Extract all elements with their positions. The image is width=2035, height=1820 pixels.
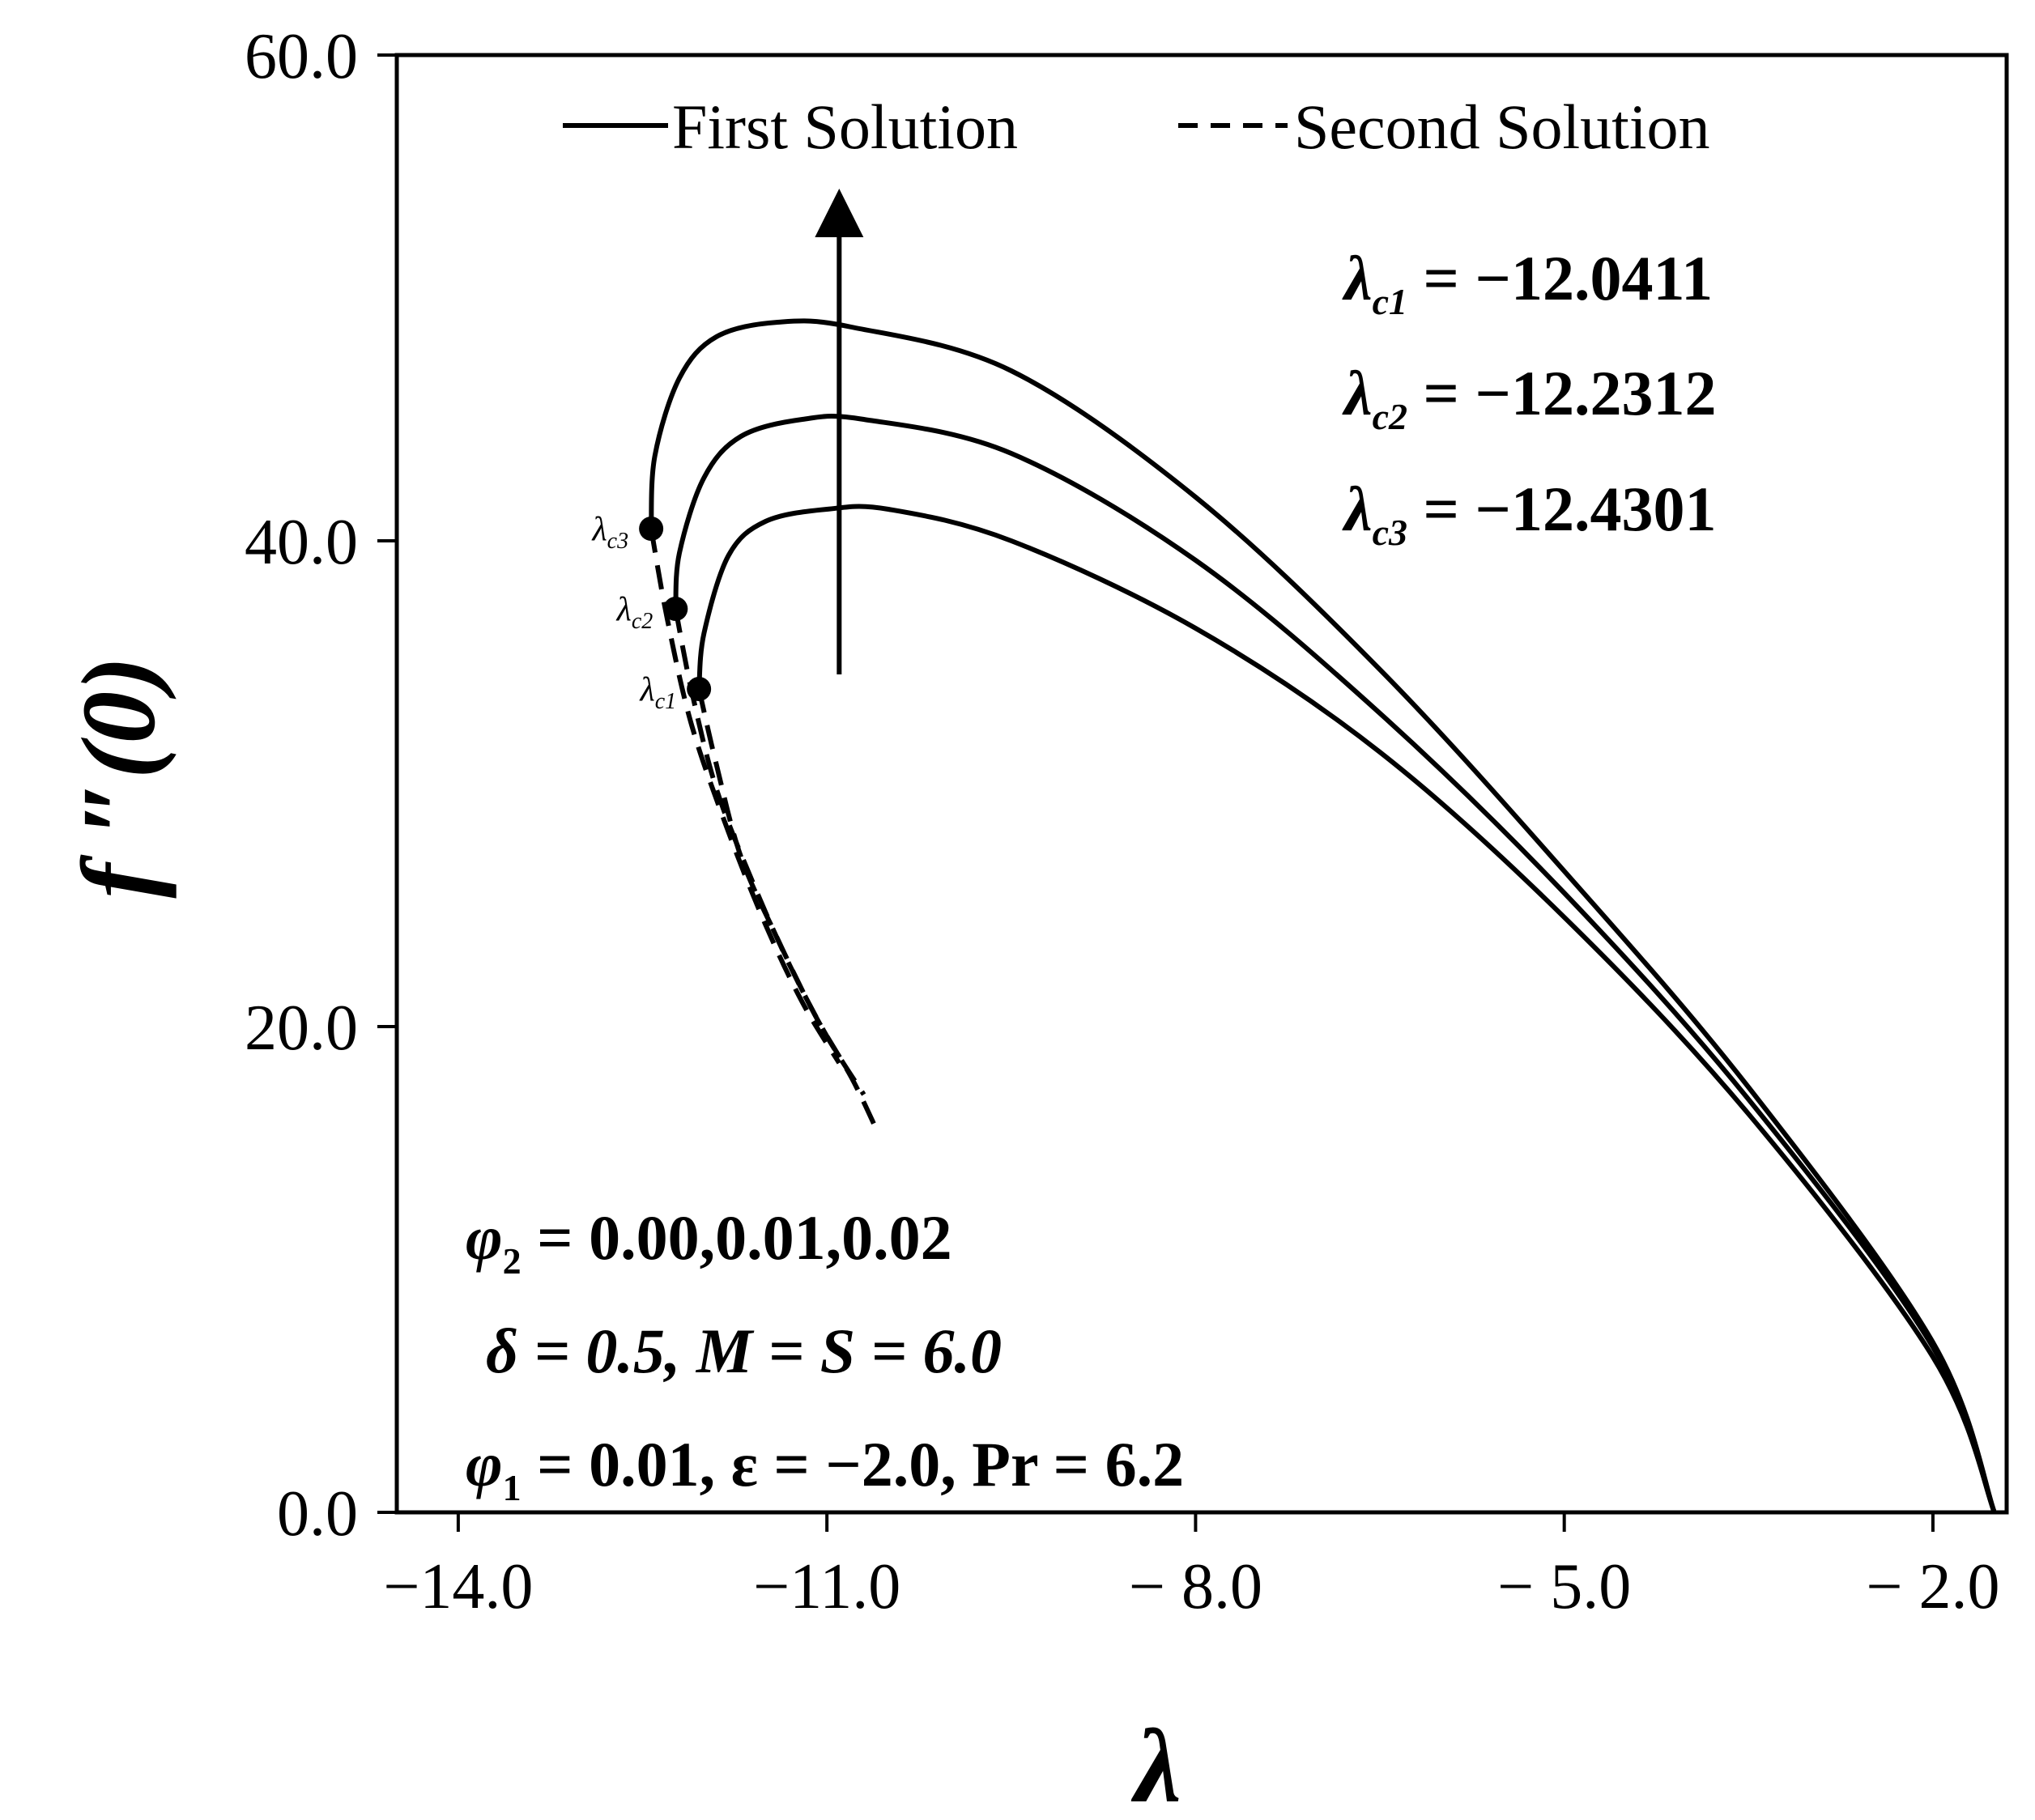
critical-points-layer: λc1 λc2 λc3 — [590, 511, 712, 714]
params-line-3: φ1 = 0.01, ε = −2.0, Pr = 6.2 — [466, 1429, 1184, 1508]
params-line-1-subscript: 2 — [503, 1240, 522, 1282]
series-line-5 — [649, 318, 1997, 1514]
critical-value-1: λc1 = −12.0411 — [1342, 243, 1713, 322]
y-axis-title: f ″(0) — [61, 656, 177, 898]
y-tick-label-4: 60.0 — [245, 21, 358, 92]
critical-value-1-text: = −12.0411 — [1407, 243, 1713, 313]
x-tick-label-1: −14.0 — [383, 1551, 533, 1622]
plot-frame — [394, 53, 2009, 1515]
x-tick-label-2: −11.0 — [753, 1551, 900, 1622]
critical-point-label-2: λc2 — [615, 591, 653, 634]
params-line-3-subscript: 1 — [503, 1467, 522, 1508]
critical-value-2-text: = −12.2312 — [1407, 358, 1716, 428]
legend-second-solution: Second Solution — [1294, 91, 1710, 162]
critical-value-1-subscript: c1 — [1373, 281, 1407, 322]
parameters-annotation: φ2 = 0.00,0.01,0.02 δ = 0.5, M = S = 6.0… — [466, 1202, 1184, 1508]
critical-value-3-subscript: c3 — [1373, 512, 1407, 553]
legend-first-solution: First Solution — [672, 91, 1018, 162]
series-line-2 — [696, 688, 879, 1130]
critical-value-3-text: = −12.4301 — [1407, 474, 1716, 544]
ticks-layer: −14.0 −11.0 − 8.0 − 5.0 − 2.0 0.0 20.0 40.0 60.0 — [245, 21, 2000, 1622]
critical-value-2-symbol: λ — [1342, 358, 1373, 428]
y-tick-label-2: 20.0 — [245, 993, 358, 1064]
params-line-1: φ2 = 0.00,0.01,0.02 — [466, 1202, 952, 1282]
series-line-1 — [696, 504, 1997, 1514]
params-line-1-symbol: φ — [466, 1202, 503, 1273]
params-line-3-text: = 0.01, ε = −2.0, Pr = 6.2 — [522, 1429, 1184, 1499]
series-layer — [649, 189, 1997, 1514]
params-line-2: δ = 0.5, M = S = 6.0 — [486, 1316, 1002, 1386]
x-axis-title: λ — [1130, 1708, 1181, 1816]
y-tick-label-3: 40.0 — [245, 507, 358, 578]
critical-value-3-symbol: λ — [1342, 474, 1373, 544]
critical-value-1-symbol: λ — [1342, 243, 1373, 313]
critical-point-3 — [639, 517, 664, 541]
critical-value-2-subscript: c2 — [1373, 396, 1407, 437]
y-tick-label-1: 0.0 — [277, 1478, 358, 1550]
critical-values-annotation: λc1 = −12.0411 λc2 = −12.2312 λc3 = −12.… — [1342, 243, 1716, 553]
x-tick-label-4: − 5.0 — [1497, 1551, 1631, 1622]
critical-point-1 — [687, 677, 712, 701]
critical-value-2: λc2 = −12.2312 — [1342, 358, 1716, 437]
critical-point-2 — [663, 597, 688, 621]
params-line-1-text: = 0.00,0.01,0.02 — [522, 1202, 952, 1273]
critical-point-label-1: λc1 — [639, 671, 677, 714]
x-tick-label-5: − 2.0 — [1866, 1551, 1999, 1622]
critical-point-label-3: λc3 — [590, 511, 628, 554]
series-line-3 — [673, 413, 1997, 1514]
critical-value-3: λc3 = −12.4301 — [1342, 474, 1716, 553]
legend: First Solution Second Solution — [563, 91, 1710, 162]
x-tick-label-3: − 8.0 — [1129, 1551, 1262, 1622]
series-line-6 — [649, 528, 841, 1065]
params-line-3-symbol: φ — [466, 1429, 503, 1499]
